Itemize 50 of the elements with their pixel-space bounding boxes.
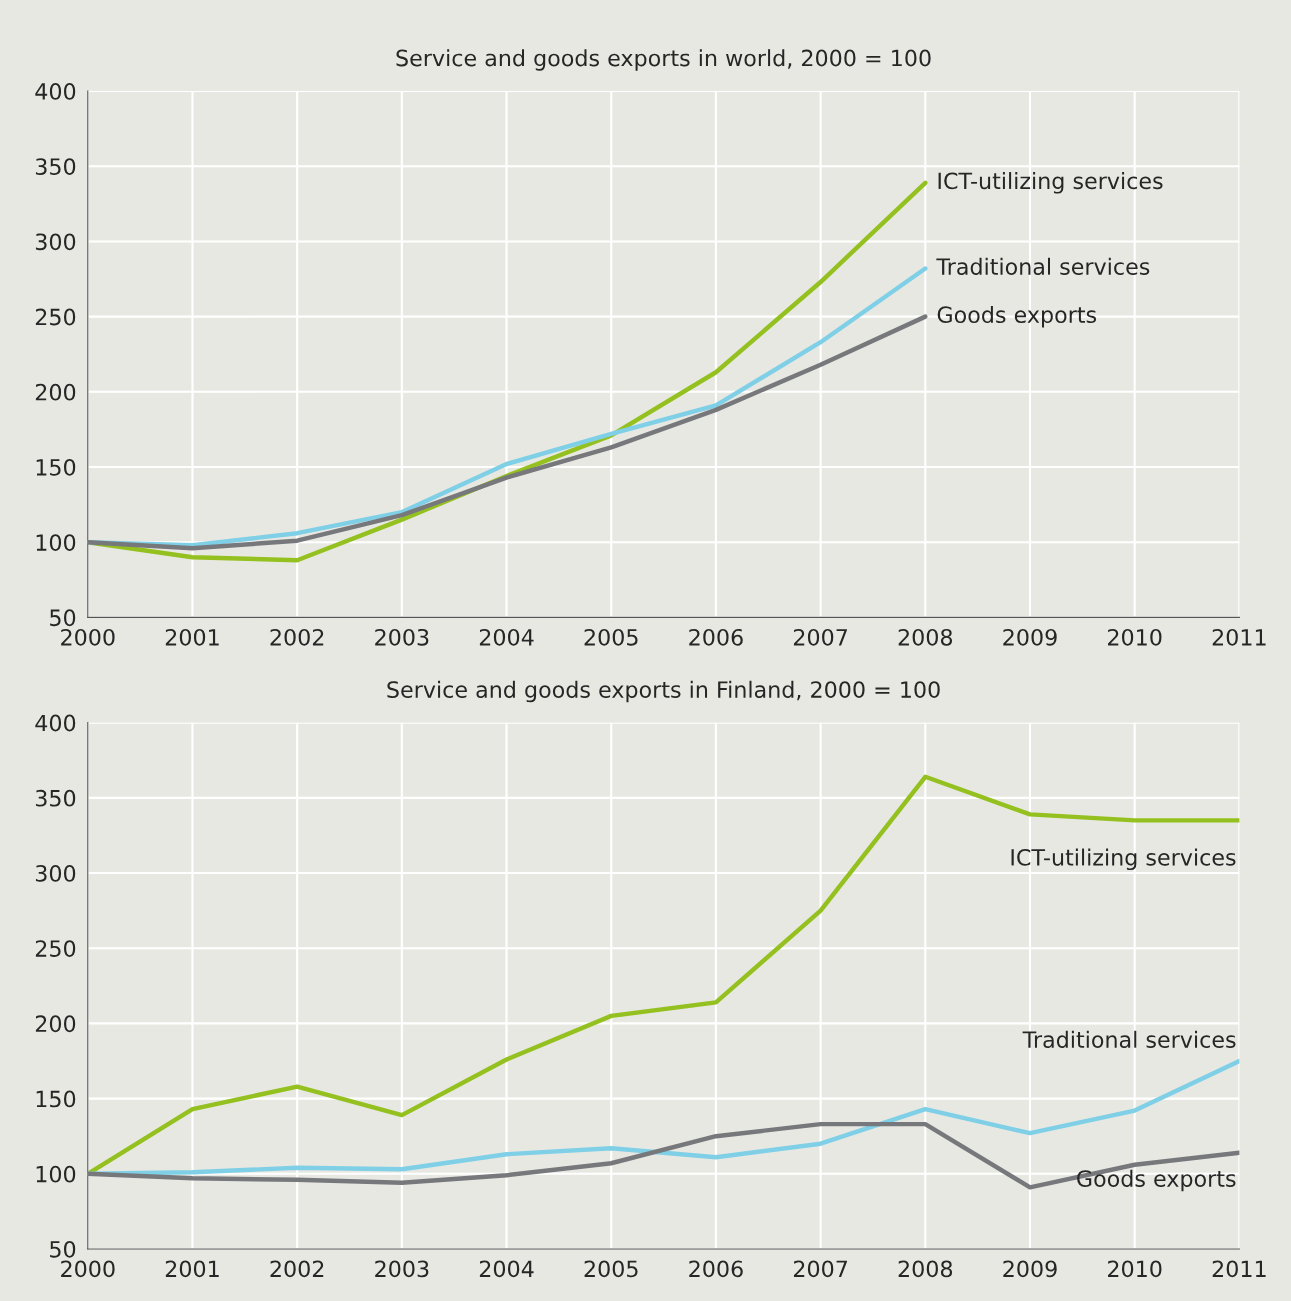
x-tick-label: 2007 — [793, 628, 847, 646]
y-tick-label: 150 — [36, 1090, 76, 1108]
x-tick-label: 2009 — [1003, 1260, 1057, 1278]
y-tick-label: 250 — [35, 308, 76, 326]
y-tick-label: 400 — [35, 83, 76, 100]
x-tick-label: 2005 — [584, 628, 638, 646]
series-label: Traditional services — [1022, 1030, 1236, 1048]
x-tick-label: 2001 — [165, 628, 219, 646]
y-tick-label: 350 — [35, 158, 76, 176]
series-label: Traditional services — [936, 257, 1150, 275]
x-tick-label: 2007 — [793, 1260, 847, 1278]
y-tick-label: 250 — [35, 940, 76, 957]
x-tick-label: 2011 — [1212, 1260, 1266, 1278]
x-tick-label: 2006 — [689, 628, 743, 646]
x-tick-label: 2010 — [1108, 1260, 1162, 1278]
x-tick-label: 2000 — [61, 1260, 115, 1278]
y-tick-label: 50 — [50, 1240, 76, 1258]
chart-title: Service and goods exports in world, 2000 = 100 — [396, 49, 931, 71]
x-tick-label: 2010 — [1108, 628, 1162, 646]
y-tick-label: 200 — [35, 1015, 76, 1033]
series-label: ICT-utilizing services — [1011, 848, 1236, 871]
y-tick-label: 400 — [35, 714, 76, 732]
x-tick-label: 2005 — [584, 1260, 638, 1278]
x-tick-label: 2006 — [689, 1260, 743, 1278]
x-tick-label: 2004 — [479, 1260, 534, 1278]
y-tick-label: 350 — [35, 789, 76, 807]
chart-title: Service and goods exports in Finland, 2000 = 100 — [387, 680, 940, 703]
y-tick-label: 300 — [35, 233, 76, 251]
x-tick-label: 2003 — [375, 1260, 429, 1278]
line-series — [87, 314, 928, 551]
x-tick-label: 2009 — [1003, 628, 1057, 646]
x-tick-label: 2011 — [1212, 628, 1266, 646]
x-tick-label: 2000 — [61, 628, 115, 646]
x-tick-label: 2002 — [270, 628, 324, 646]
y-tick-label: 50 — [50, 609, 76, 627]
line-series — [87, 1121, 1240, 1190]
series-label: ICT-utilizing services — [938, 172, 1163, 194]
x-tick-label: 2004 — [479, 628, 534, 646]
y-tick-label: 100 — [36, 534, 76, 551]
x-tick-label: 2008 — [898, 1260, 953, 1278]
y-tick-label: 200 — [35, 383, 76, 401]
x-tick-label: 2001 — [165, 1260, 219, 1278]
y-tick-label: 100 — [36, 1165, 76, 1183]
x-tick-label: 2008 — [898, 628, 953, 646]
x-tick-label: 2003 — [375, 628, 429, 646]
series-label: Goods exports — [1077, 1169, 1236, 1192]
x-tick-label: 2002 — [270, 1260, 324, 1278]
y-tick-label: 300 — [35, 864, 76, 882]
series-label: Goods exports — [937, 305, 1097, 328]
y-tick-label: 150 — [36, 458, 76, 476]
